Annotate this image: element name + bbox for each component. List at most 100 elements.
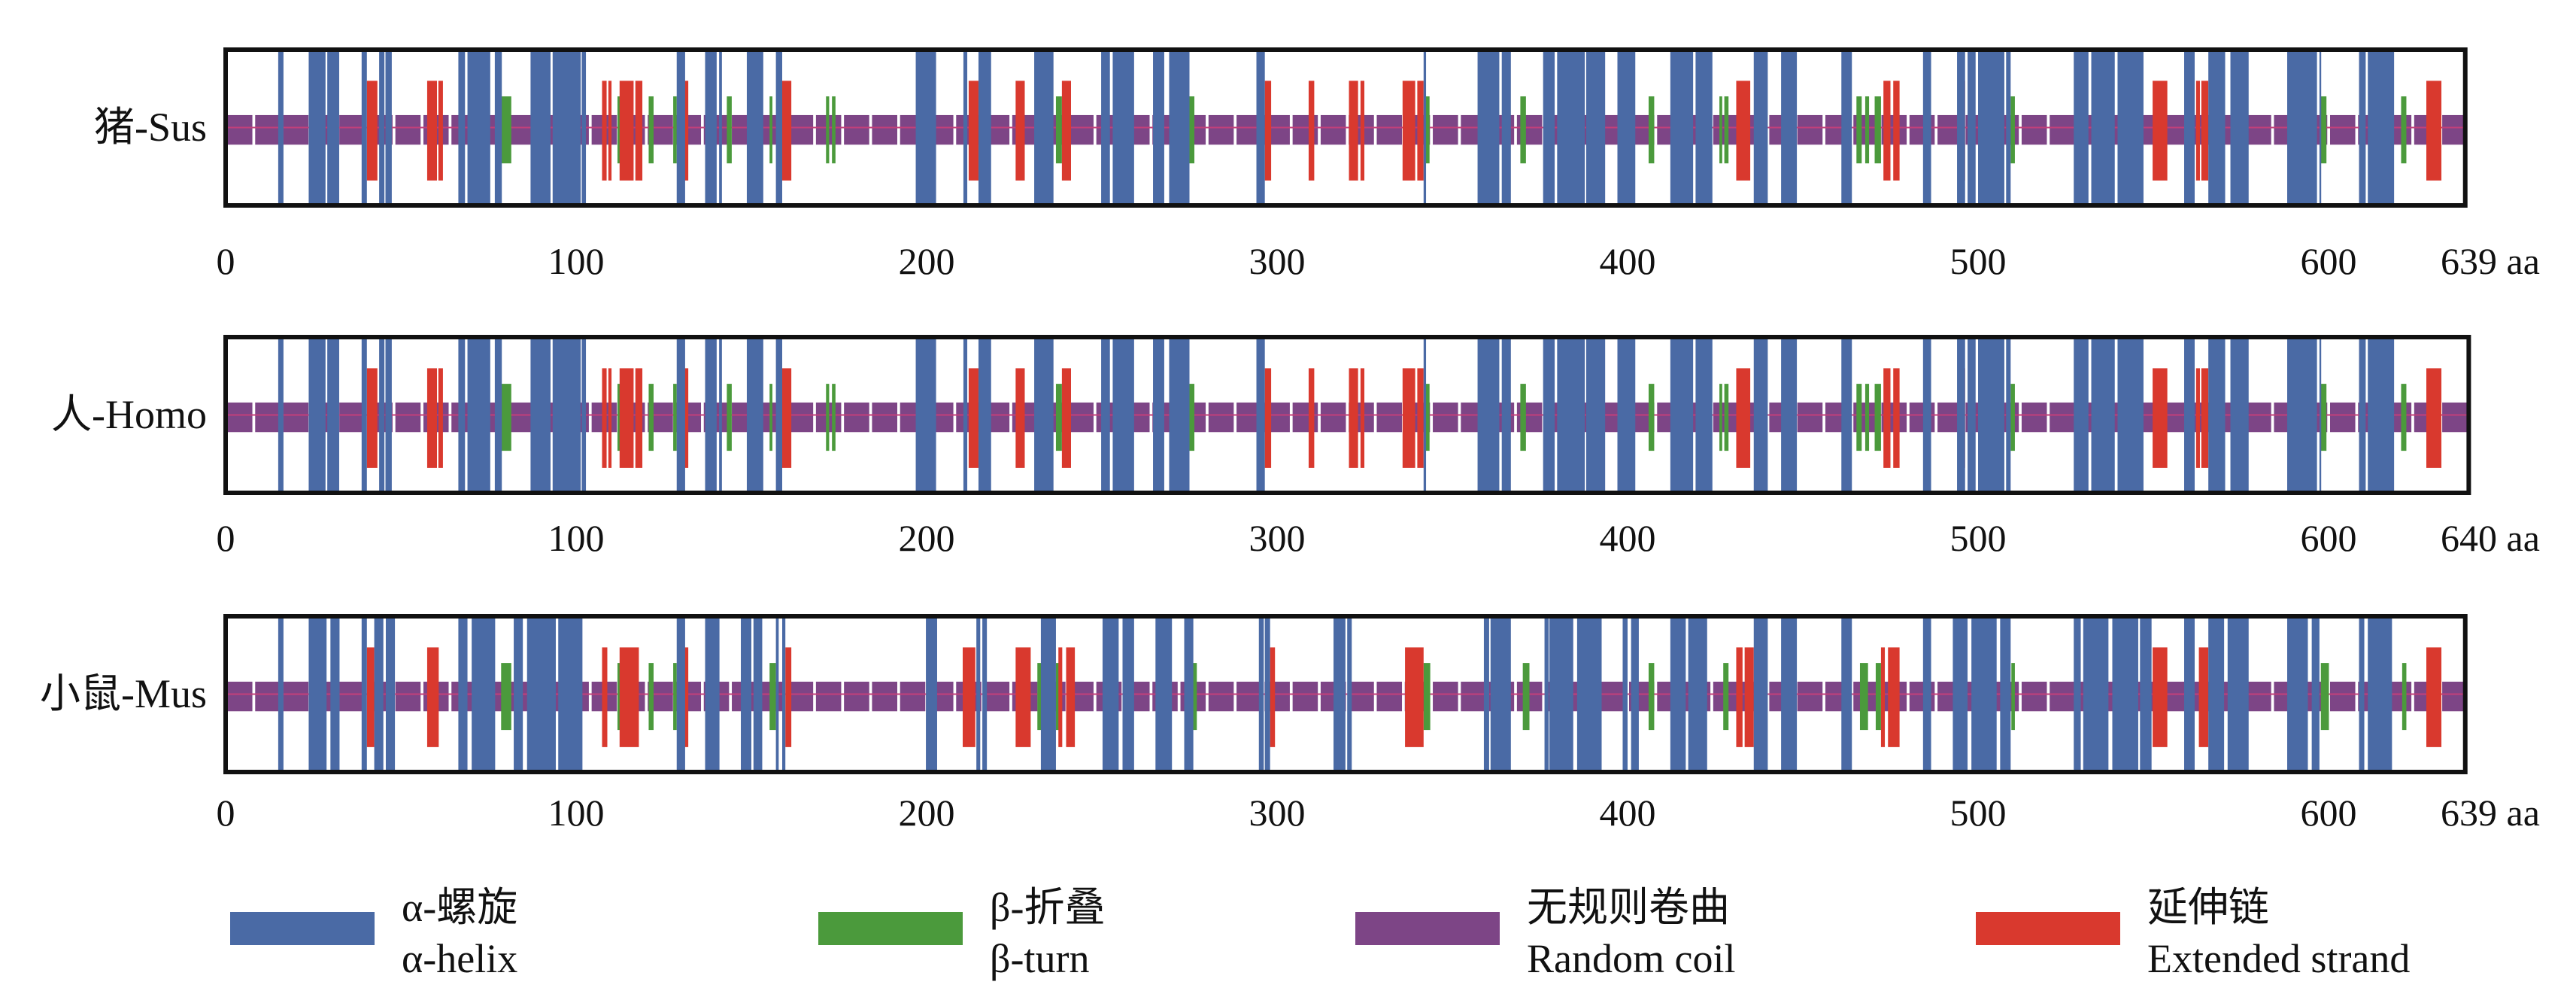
axis-tick-label: 0 [216, 240, 235, 282]
extended-strand-segment [1744, 647, 1754, 747]
extended-strand-segment [968, 81, 979, 181]
alpha-helix-segment [2091, 337, 2115, 493]
random-coil-segment [1797, 402, 1823, 433]
random-coil-segment [2330, 681, 2356, 712]
alpha-helix-segment [2117, 337, 2144, 493]
alpha-helix-segment [705, 50, 717, 205]
alpha-helix-segment [963, 337, 968, 493]
random-coil-segment [1461, 681, 1486, 712]
alpha-helix-segment [2112, 616, 2138, 772]
alpha-helix-segment [1334, 616, 1346, 772]
random-coil-segment [1433, 114, 1458, 145]
random-coil-segment [1320, 402, 1346, 433]
beta-turn-segment [2401, 96, 2407, 164]
alpha-helix-segment [2311, 616, 2320, 772]
alpha-helix-segment [2368, 616, 2392, 772]
extended-strand-segment [602, 81, 607, 181]
beta-turn-segment [1874, 384, 1881, 451]
random-coil-segment [395, 681, 421, 712]
alpha-helix-segment [915, 50, 936, 205]
alpha-helix-segment [1841, 50, 1852, 205]
alpha-helix-segment [2319, 337, 2322, 493]
alpha-helix-segment [458, 50, 466, 205]
alpha-helix-segment [472, 616, 496, 772]
random-coil-segment [872, 681, 897, 712]
extended-strand-segment [2201, 368, 2209, 468]
sequence-length-label: 639 aa [2441, 792, 2540, 834]
alpha-helix-segment [1753, 337, 1768, 493]
extended-strand-segment [426, 368, 437, 468]
beta-turn-segment [1648, 663, 1655, 731]
alpha-helix-segment [467, 337, 490, 493]
random-coil-segment [2442, 114, 2467, 145]
alpha-helix-segment [530, 337, 551, 493]
extended-strand-segment [782, 81, 792, 181]
beta-turn-segment [769, 96, 772, 164]
alpha-helix-segment [278, 337, 284, 493]
extended-strand-segment [1264, 368, 1272, 468]
alpha-helix-segment [1695, 50, 1713, 205]
alpha-helix-segment [1617, 50, 1636, 205]
extended-strand-segment [2195, 368, 2200, 468]
alpha-helix-segment [775, 616, 779, 772]
beta-turn-segment [1055, 96, 1062, 164]
alpha-helix-segment [753, 616, 763, 772]
axis-tick-label: 600 [2300, 792, 2357, 834]
extended-strand-segment [602, 368, 607, 468]
extended-strand-segment [1417, 368, 1424, 468]
alpha-helix-segment [385, 616, 396, 772]
alpha-helix-segment [526, 616, 556, 772]
alpha-helix-segment [746, 50, 763, 205]
beta-turn-segment [769, 384, 772, 451]
alpha-helix-segment [2230, 337, 2249, 493]
alpha-helix-segment [1670, 50, 1694, 205]
alpha-helix-segment [558, 616, 583, 772]
alpha-helix-segment [1781, 616, 1798, 772]
alpha-helix-segment [1501, 50, 1511, 205]
extended-strand-segment [438, 368, 443, 468]
alpha-helix-segment [1557, 337, 1585, 493]
alpha-helix-segment [2074, 616, 2081, 772]
extended-strand-segment [684, 368, 689, 468]
track-frame [223, 47, 2468, 208]
alpha-helix-segment [2006, 337, 2011, 493]
beta-turn-segment [617, 96, 622, 164]
random-coil-segment [2021, 114, 2047, 145]
alpha-helix-segment [278, 616, 284, 772]
extended-strand-segment [1349, 368, 1358, 468]
alpha-helix-segment [1841, 616, 1852, 772]
random-coil-segment [227, 402, 253, 433]
random-coil-segment [2050, 114, 2075, 145]
alpha-helix-segment [530, 50, 551, 205]
beta-turn-segment [617, 663, 622, 731]
random-coil-segment [227, 681, 253, 712]
beta-turn-segment [2320, 384, 2327, 451]
beta-turn-segment [1724, 384, 1729, 451]
alpha-helix-segment [2074, 50, 2089, 205]
extended-strand-segment [1402, 81, 1415, 181]
random-coil-segment [339, 681, 365, 712]
legend-label-zh: α-螺旋 [402, 885, 518, 930]
extended-strand-segment [1893, 368, 1900, 468]
alpha-helix-segment [308, 50, 326, 205]
random-coil-segment [2246, 114, 2271, 145]
alpha-helix-segment [1670, 616, 1686, 772]
alpha-helix-segment [926, 616, 937, 772]
extended-strand-segment [684, 647, 689, 747]
extended-strand-segment [602, 647, 608, 747]
alpha-helix-segment [1477, 50, 1500, 205]
beta-turn-segment [2320, 96, 2327, 164]
legend-label-en: Random coil [1527, 936, 1736, 981]
beta-turn-segment [2402, 663, 2407, 731]
beta-turn-segment [617, 384, 622, 451]
alpha-helix-segment [458, 337, 466, 493]
random-coil-segment [1601, 681, 1627, 712]
beta-turn-segment [1856, 384, 1862, 451]
random-coil-segment [1376, 114, 1403, 145]
alpha-helix-segment [1112, 337, 1134, 493]
alpha-helix-segment [705, 616, 720, 772]
random-coil-segment [872, 114, 897, 145]
alpha-helix-segment [2000, 616, 2011, 772]
alpha-helix-segment [2227, 616, 2249, 772]
beta-turn-segment [501, 96, 511, 164]
